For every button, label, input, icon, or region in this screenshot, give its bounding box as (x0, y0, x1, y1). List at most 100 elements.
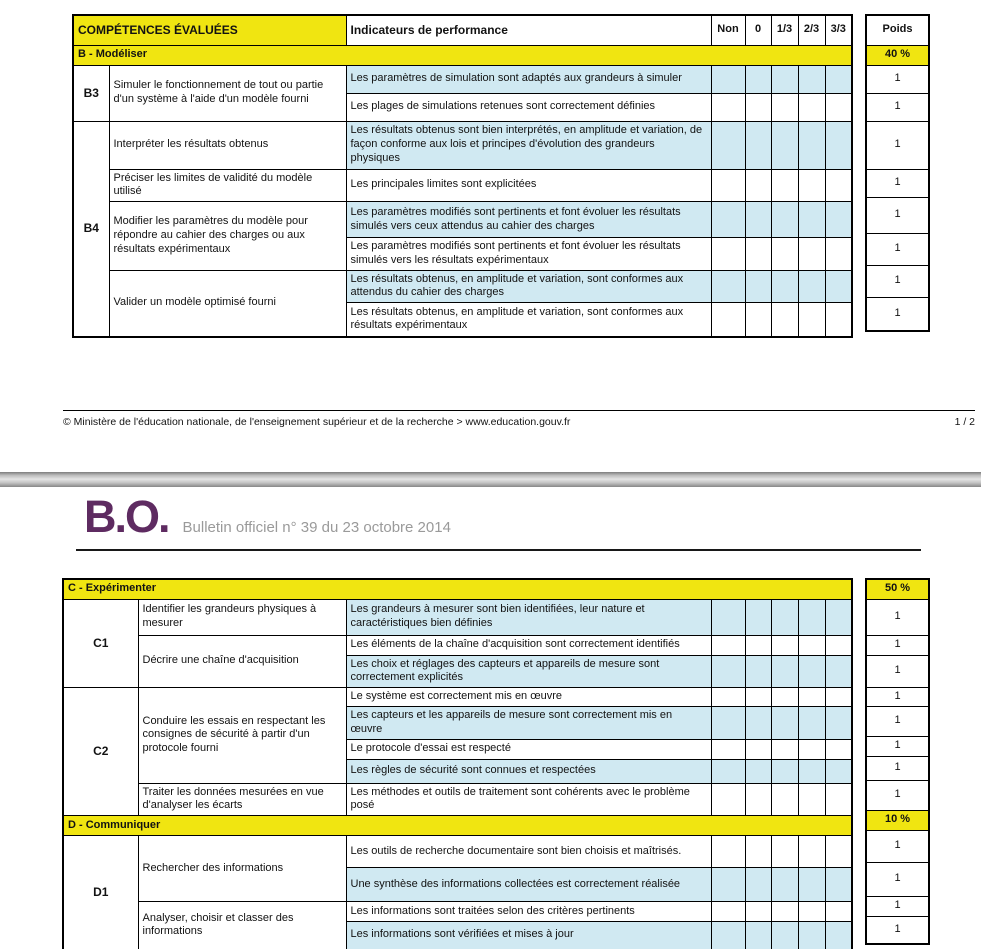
table-row: Les plages de simulations retenues sont … (73, 92, 853, 122)
score-cell (710, 738, 746, 760)
competence-description: Analyser, choisir et classer des informa… (137, 901, 347, 949)
competence-description: Valider un modèle optimisé fourni (108, 269, 347, 337)
score-cell (797, 835, 826, 868)
score-cell (770, 168, 799, 202)
poids-cell: 1 (865, 232, 930, 266)
table-row: Les règles de sécurité sont connues et r… (63, 758, 853, 784)
section-row-c: C - Expérimenter (62, 578, 853, 600)
score-cell (770, 302, 799, 337)
poids-cell: 1 (865, 915, 930, 945)
indicator-cell: Les paramètres modifiés sont pertinents … (345, 201, 712, 238)
score-cell (744, 738, 772, 760)
score-cell (744, 687, 772, 707)
table-row: B3 Simuler le fonctionnement de tout ou … (72, 64, 853, 122)
score-cell (710, 201, 746, 238)
score-cell (744, 654, 772, 688)
poids-cell: 1 (865, 861, 930, 897)
score-cell (744, 782, 772, 816)
score-cell (710, 237, 746, 271)
score-cell (824, 867, 853, 902)
table-row: B4 Interpréter les résultats obtenus Les… (72, 120, 853, 337)
evaluation-table-b: COMPÉTENCES ÉVALUÉES Indicateurs de perf… (72, 14, 853, 338)
score-cell (770, 738, 799, 760)
score-cell (710, 120, 746, 170)
score-cell (824, 237, 853, 271)
poids-cell: 1 (865, 829, 930, 863)
poids-cell: 1 (865, 735, 930, 757)
poids-cell: 1 (865, 755, 930, 781)
table-row: Préciser les limites de validité du modè… (73, 168, 853, 202)
score-cell (770, 237, 799, 271)
table-row: Analyser, choisir et classer des informa… (63, 901, 853, 949)
poids-table-cd: 50 % 1 1 1 1 1 1 1 1 10 % 1 1 1 1 (865, 578, 930, 945)
competence-code-c2: C2 (62, 687, 139, 816)
score-cell (710, 687, 746, 707)
score-cell (770, 687, 799, 707)
score-cell (824, 901, 853, 922)
table-row: Les capteurs et les appareils de mesure … (63, 706, 853, 740)
score-cell (824, 654, 853, 688)
table-row: Les résultats obtenus, en amplitude et v… (73, 302, 853, 337)
poids-cell: 1 (865, 168, 930, 198)
score-cell (770, 921, 799, 949)
score-cell (797, 867, 826, 902)
poids-cell: 1 (865, 296, 930, 332)
footer-copyright: © Ministère de l'éducation nationale, de… (63, 416, 571, 428)
score-cell (770, 867, 799, 902)
score-cell (744, 901, 772, 922)
poids-cell: 1 (865, 654, 930, 688)
table-row: Décrire une chaîne d'acquisition Les élé… (63, 634, 853, 688)
score-cell (797, 92, 826, 122)
score-cell (710, 901, 746, 922)
indicator-cell: Les règles de sécurité sont connues et r… (345, 758, 712, 784)
score-cell (710, 758, 746, 784)
page-separator (0, 472, 981, 487)
footer-page-number: 1 / 2 (954, 416, 975, 428)
table-row: Les choix et réglages des capteurs et ap… (63, 654, 853, 688)
score-cell (744, 867, 772, 902)
score-cell (744, 706, 772, 740)
score-cell (797, 706, 826, 740)
header-score-2-3: 2/3 (797, 14, 826, 46)
competence-description: Décrire une chaîne d'acquisition (137, 634, 347, 688)
indicator-cell: Le système est correctement mis en œuvre (345, 687, 712, 707)
score-cell (824, 706, 853, 740)
score-cell (710, 867, 746, 902)
section-label-c: C - Expérimenter (62, 578, 853, 600)
indicator-cell: Les choix et réglages des capteurs et ap… (345, 654, 712, 688)
poids-table-b: Poids 40 % 1 1 1 1 1 1 1 1 (865, 14, 930, 332)
score-cell (744, 921, 772, 949)
score-cell (744, 598, 772, 636)
indicator-cell: Les éléments de la chaîne d'acquisition … (345, 634, 712, 656)
score-cell (797, 598, 826, 636)
score-cell (744, 302, 772, 337)
page2-header: B.O. Bulletin officiel n° 39 du 23 octob… (84, 491, 451, 542)
score-cell (770, 598, 799, 636)
table-row: Valider un modèle optimisé fourni Les ré… (73, 269, 853, 337)
score-cell (744, 201, 772, 238)
score-cell (797, 921, 826, 949)
score-cell (824, 168, 853, 202)
page2-table-area: C - Expérimenter C1 Identifier les grand… (62, 578, 930, 949)
score-cell (744, 758, 772, 784)
indicator-cell: Les plages de simulations retenues sont … (345, 92, 712, 122)
score-cell (797, 738, 826, 760)
competence-description: Rechercher des informations (137, 835, 347, 902)
score-cell (710, 654, 746, 688)
competence-description: Simuler le fonctionnement de tout ou par… (108, 64, 347, 122)
competence-description: Interpréter les résultats obtenus (108, 120, 347, 170)
score-cell (744, 634, 772, 656)
score-cell (744, 168, 772, 202)
score-cell (710, 269, 746, 303)
score-cell (824, 201, 853, 238)
score-cell (797, 687, 826, 707)
poids-cell: 1 (865, 196, 930, 234)
indicator-cell: Les méthodes et outils de traitement son… (345, 782, 712, 816)
bo-logo: B.O. (84, 491, 171, 542)
poids-cell: 1 (865, 634, 930, 656)
score-cell (770, 758, 799, 784)
competence-description: Traiter les données mesurées en vue d'an… (137, 782, 347, 816)
score-cell (770, 120, 799, 170)
indicator-cell: Les informations sont vérifiées et mises… (345, 921, 712, 949)
